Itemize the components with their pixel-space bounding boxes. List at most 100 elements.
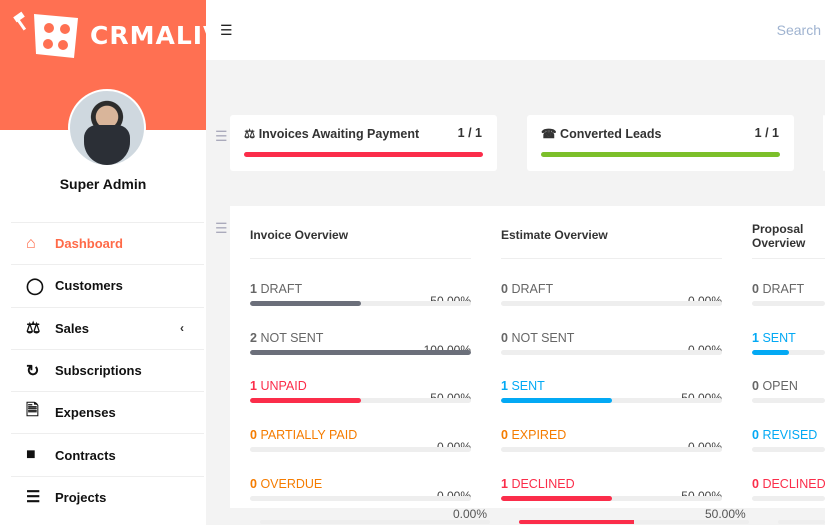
- bars-icon: ☰: [26, 489, 41, 507]
- overview-title: Proposal Overview: [752, 222, 806, 250]
- sidebar-item-expenses[interactable]: 🗎 Expenses: [11, 391, 204, 433]
- chevron-left-icon: ‹: [180, 321, 184, 336]
- status-label: 0 NOT SENT: [501, 330, 575, 345]
- divider: [501, 258, 722, 259]
- card-value: 1 / 1: [457, 126, 482, 140]
- balance-scale-icon: ⚖: [244, 127, 259, 141]
- status-progress-bar: [501, 301, 722, 306]
- status-row[interactable]: 1 SENT 50.00%: [501, 379, 722, 427]
- status-row[interactable]: 0 PARTIALLY PAID 0.00%: [250, 428, 471, 476]
- top-bar: ☰ Search: [206, 0, 825, 60]
- file-text-icon: 🗎: [26, 402, 39, 420]
- status-progress-bar: [501, 495, 722, 501]
- status-progress-bar: [501, 398, 722, 404]
- status-label: 0 DECLINED: [752, 476, 825, 491]
- card-title: Invoices Awaiting Payment: [258, 127, 420, 141]
- sidebar: CRMALIVE Super Admin ⌂ Dashboard ◯ Custome…: [0, 0, 240, 525]
- ghost-percent: 50.00%: [705, 507, 746, 521]
- card-progress-bar: [244, 152, 483, 157]
- status-label: 0 OVERDUE: [250, 476, 323, 491]
- sidebar-item-customers[interactable]: ◯ Customers: [11, 264, 204, 306]
- status-row[interactable]: 0 OVERDUE 0.00%: [250, 477, 471, 525]
- balance-scale-icon: ⚖: [26, 320, 41, 338]
- overview-title: Invoice Overview: [250, 228, 349, 242]
- card-progress-bar: [541, 152, 780, 157]
- status-label: 2 NOT SENT: [250, 330, 324, 345]
- ghost-progress-track: [778, 520, 825, 524]
- status-progress-bar: [752, 398, 825, 404]
- status-progress-bar: [752, 301, 825, 306]
- status-label: 0 PARTIALLY PAID: [250, 428, 358, 443]
- status-row[interactable]: 0 OPEN: [752, 379, 825, 427]
- status-label: 0 EXPIRED: [501, 428, 567, 443]
- search-input[interactable]: Search: [776, 22, 821, 38]
- sidebar-item-projects[interactable]: ☰ Projects: [11, 475, 204, 518]
- ghost-progress-track: [519, 520, 749, 524]
- status-row[interactable]: 0 EXPIRED 0.00%: [501, 428, 722, 476]
- overview-panel: Invoice Overview 1 DRAFT 50.00% 2 NOT SE…: [230, 206, 825, 508]
- status-label: 1 DRAFT: [250, 282, 303, 296]
- sidebar-item-label: Dashboard: [55, 236, 123, 252]
- sidebar-item-label: Sales: [55, 320, 89, 336]
- status-progress-bar: [250, 398, 471, 404]
- status-progress-bar: [752, 349, 825, 355]
- invoices-awaiting-payment-card[interactable]: ⚖ Invoices Awaiting Payment 1 / 1: [230, 115, 497, 171]
- overview-title: Estimate Overview: [501, 228, 608, 242]
- status-row[interactable]: 0 NOT SENT 0.00%: [501, 331, 722, 379]
- status-label: 1 UNPAID: [250, 379, 307, 394]
- tty-icon: ☎: [541, 127, 561, 141]
- home-icon: ⌂: [26, 234, 36, 252]
- status-row[interactable]: 0 DECLINED: [752, 477, 825, 525]
- status-row[interactable]: 0 REVISED: [752, 428, 825, 476]
- converted-leads-card[interactable]: ☎ Converted Leads 1 / 1: [527, 115, 794, 171]
- avatar[interactable]: [68, 89, 146, 167]
- sidebar-item-subscriptions[interactable]: ↻ Subscriptions: [11, 348, 204, 391]
- drag-handle-icon[interactable]: ☰: [215, 128, 228, 144]
- status-progress-bar: [501, 447, 722, 453]
- status-progress-bar: [250, 495, 471, 501]
- sidebar-item-label: Projects: [55, 489, 107, 505]
- status-label: 0 REVISED: [752, 428, 818, 443]
- status-row[interactable]: 2 NOT SENT 100.00%: [250, 331, 471, 379]
- sidebar-item-label: Subscriptions: [55, 363, 142, 379]
- status-label: 0 DRAFT: [501, 282, 554, 296]
- sidebar-item-label: Expenses: [55, 405, 116, 421]
- status-row[interactable]: 0 DRAFT: [752, 282, 825, 330]
- ghost-progress-track: [260, 520, 490, 524]
- sidebar-nav: ⌂ Dashboard ◯ Customers ⚖ Sales ‹ ↻ Subscript…: [11, 222, 204, 518]
- card-partial: [823, 115, 825, 171]
- sidebar-item-contracts[interactable]: ■ Contracts: [11, 433, 204, 475]
- status-label: 1 SENT: [752, 330, 796, 345]
- status-row[interactable]: 0 DRAFT 0.00%: [501, 282, 722, 330]
- divider: [752, 258, 825, 259]
- sidebar-item-label: Contracts: [55, 447, 116, 463]
- status-progress-bar: [501, 349, 722, 355]
- status-progress-bar: [752, 495, 825, 501]
- status-label: 0 OPEN: [752, 379, 798, 394]
- drag-handle-icon[interactable]: ☰: [215, 220, 228, 236]
- refresh-icon: ↻: [26, 362, 40, 380]
- sidebar-item-sales[interactable]: ⚖ Sales ‹: [11, 306, 204, 349]
- status-row[interactable]: 1 DRAFT 50.00%: [250, 282, 471, 330]
- user-name: Super Admin: [59, 176, 147, 192]
- status-progress-bar: [250, 447, 471, 453]
- user-icon: ◯: [26, 277, 44, 295]
- status-row[interactable]: 1 UNPAID 50.00%: [250, 379, 471, 427]
- status-progress-bar: [250, 301, 471, 306]
- menu-toggle-icon[interactable]: ☰: [220, 22, 233, 38]
- status-row[interactable]: 1 DECLINED 50.00%: [501, 477, 722, 525]
- file-icon: ■: [26, 446, 36, 464]
- status-row[interactable]: 1 SENT: [752, 331, 825, 379]
- ghost-percent: 0.00%: [453, 507, 488, 521]
- status-progress-bar: [752, 447, 825, 453]
- card-title: Converted Leads: [560, 127, 662, 141]
- status-label: 1 SENT: [501, 379, 545, 394]
- sidebar-item-dashboard[interactable]: ⌂ Dashboard: [11, 222, 204, 264]
- divider: [250, 258, 471, 259]
- status-label: 0 DRAFT: [752, 282, 805, 296]
- status-label: 1 DECLINED: [501, 476, 575, 491]
- logo-icon: [13, 11, 78, 58]
- card-value: 1 / 1: [754, 126, 779, 140]
- sidebar-item-label: Customers: [55, 278, 123, 294]
- status-progress-bar: [250, 349, 471, 355]
